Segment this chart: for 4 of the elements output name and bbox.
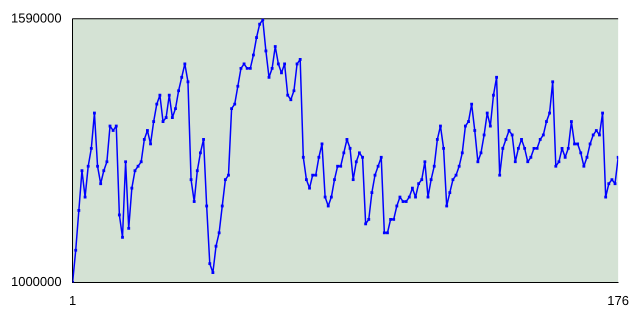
y-tick-label: 1590000 <box>10 10 62 26</box>
x-tick-label: 176 <box>607 292 630 308</box>
y-tick-label: 1000000 <box>10 274 62 289</box>
x-tick-label: 1 <box>68 292 76 308</box>
